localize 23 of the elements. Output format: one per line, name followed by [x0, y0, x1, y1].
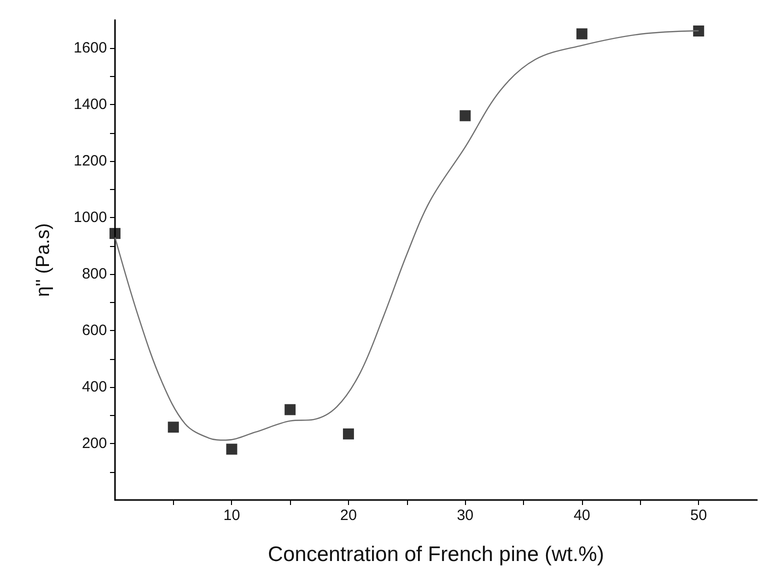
point — [460, 110, 471, 122]
point — [110, 228, 120, 239]
x-tick-label: 40 — [574, 507, 590, 524]
point — [226, 444, 238, 455]
y-tick-label: 400 — [82, 378, 107, 396]
x-tick-label: 50 — [690, 507, 707, 524]
point — [693, 26, 704, 37]
y-tick-label: 600 — [82, 322, 107, 340]
y-tick-label: 200 — [82, 435, 107, 452]
point — [342, 428, 354, 440]
y-tick-label: 800 — [82, 266, 107, 283]
y-tick-label: 1600 — [74, 40, 107, 57]
x-tick-label: 30 — [456, 507, 474, 524]
point — [284, 404, 296, 416]
y-tick-label: 1000 — [74, 209, 107, 226]
point — [576, 28, 588, 40]
y-tick-label: 1400 — [74, 96, 107, 114]
x-tick-label: 20 — [340, 507, 357, 524]
point — [168, 422, 179, 433]
x-axis-title: Concentration of French pine (wt.%) — [268, 543, 604, 566]
y-tick-label: 1200 — [74, 152, 107, 170]
x-tick-label: 10 — [223, 507, 240, 524]
y-axis-title: η'' (Pa.s) — [33, 223, 54, 297]
